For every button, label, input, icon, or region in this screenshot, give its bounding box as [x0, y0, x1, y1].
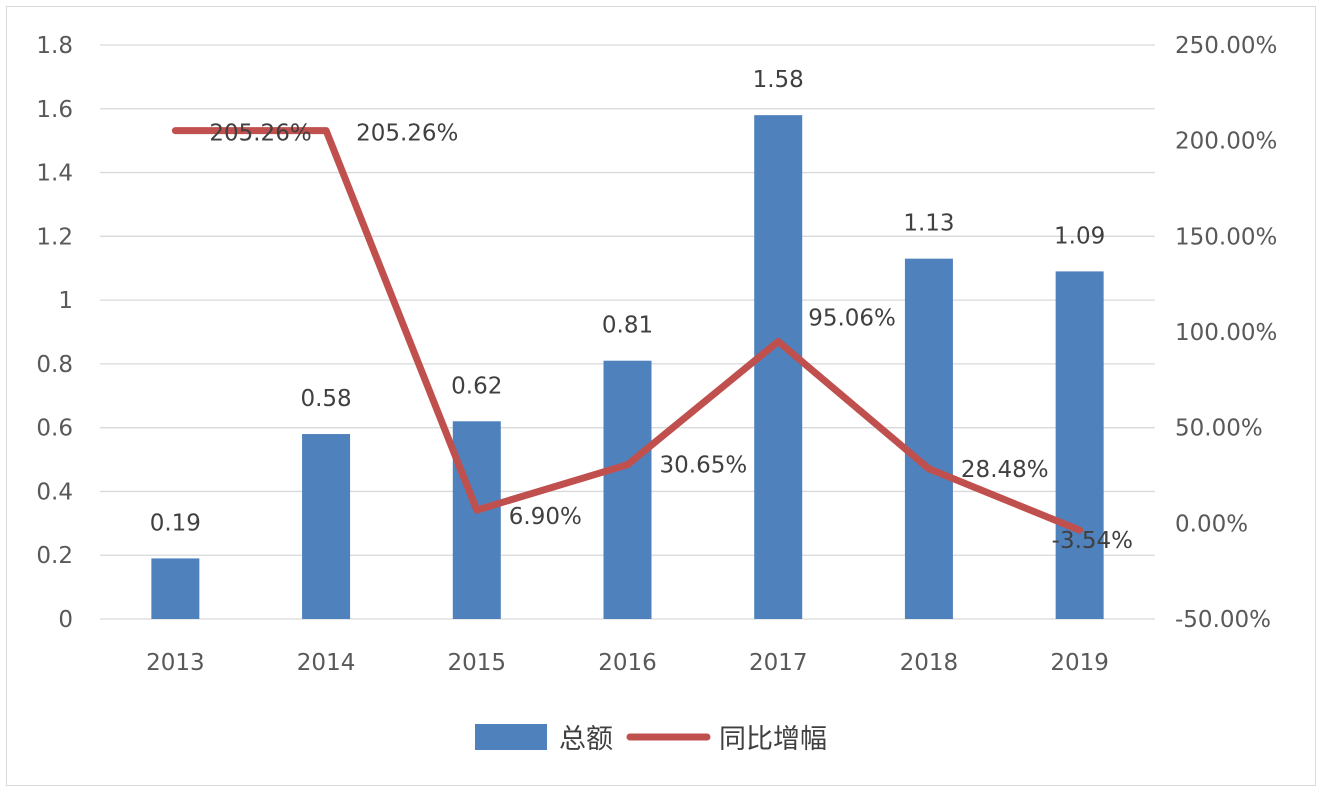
legend-label-bar: 总额 [559, 724, 613, 755]
left-axis-tick-label: 1.2 [36, 224, 73, 250]
chart-area: 0 0.2 0.4 0.6 0.8 1 1.2 1.4 1.6 1.8 -50.00% 0.00% 5… [6, 6, 1316, 786]
left-axis-tick-label: 0.4 [36, 479, 73, 505]
bar-data-label: 1.09 [1054, 223, 1105, 249]
left-axis-tick-label: 1.6 [36, 97, 73, 123]
bar [302, 434, 351, 619]
right-y-axis: -50.00% 0.00% 50.00% 100.00% 150.00% 200.00% 2… [1175, 33, 1277, 633]
bar-data-label: 1.13 [903, 211, 954, 237]
x-axis: 2013 2014 2015 2016 2017 2018 2019 [146, 650, 1109, 676]
line-data-label: 30.65% [660, 453, 748, 479]
bar-data-label: 0.62 [451, 373, 502, 399]
legend: 总额 同比增幅 [475, 724, 827, 755]
line-data-labels: 205.26% 205.26% 6.90% 30.65% 95.06% 28.48% -3.… [209, 121, 1133, 555]
line-data-label: 28.48% [961, 457, 1049, 483]
line-data-label: 205.26% [209, 121, 311, 147]
bar-series [151, 115, 1104, 620]
bar-data-labels: 0.19 0.58 0.62 0.81 1.58 1.13 1.09 [150, 67, 1106, 536]
line-point [626, 463, 629, 466]
left-y-axis: 0 0.2 0.4 0.6 0.8 1 1.2 1.4 1.6 1.8 [36, 33, 73, 633]
x-axis-tick-label: 2015 [448, 650, 507, 676]
line-point [325, 129, 328, 132]
left-axis-tick-label: 1.8 [36, 33, 73, 59]
bar [603, 360, 652, 619]
right-axis-tick-label: 150.00% [1175, 224, 1277, 250]
right-axis-tick-label: 100.00% [1175, 320, 1277, 346]
left-axis-tick-label: 1 [58, 288, 73, 314]
combo-chart: 00.20.40.60.811.21.41.61.8 -50.00%0.00%5… [36, 33, 1277, 755]
right-axis-tick-label: -50.00% [1175, 607, 1271, 633]
right-axis-tick-label: 50.00% [1175, 416, 1263, 442]
right-axis-tick-label: 0.00% [1175, 511, 1248, 537]
line-data-label: -3.54% [1052, 528, 1133, 554]
right-axis-tick-label: 200.00% [1175, 129, 1277, 155]
x-axis-tick-label: 2019 [1050, 650, 1109, 676]
right-axis-tick-label: 250.00% [1175, 33, 1277, 59]
bar [151, 558, 200, 619]
x-axis-tick-label: 2014 [297, 650, 356, 676]
bar-data-label: 0.58 [300, 386, 351, 412]
legend-label-line: 同比增幅 [719, 724, 827, 755]
line-point [777, 340, 780, 343]
left-axis-tick-label: 0.8 [36, 352, 73, 378]
bar-data-label: 0.81 [602, 313, 653, 339]
left-axis-tick-label: 1.4 [36, 161, 73, 187]
line-point [1078, 529, 1081, 532]
x-axis-tick-label: 2018 [900, 650, 959, 676]
line-point [174, 129, 177, 132]
line-series [171, 127, 1084, 534]
bar [754, 115, 803, 620]
x-axis-tick-label: 2013 [146, 650, 205, 676]
bar [452, 421, 501, 619]
line-data-label: 205.26% [356, 121, 458, 147]
left-axis-tick-label: 0.6 [36, 416, 73, 442]
left-axis-tick-label: 0 [58, 607, 73, 633]
line-point [475, 509, 478, 512]
line-data-label: 95.06% [808, 305, 896, 331]
legend-swatch-bar [475, 724, 547, 750]
bar [1055, 271, 1104, 619]
line-data-label: 6.90% [509, 504, 582, 530]
bar-data-label: 0.19 [150, 510, 201, 536]
bar [904, 258, 953, 619]
x-axis-tick-label: 2016 [598, 650, 657, 676]
line-point [927, 467, 930, 470]
bar-data-label: 1.58 [753, 67, 804, 93]
left-axis-tick-label: 0.2 [36, 543, 73, 569]
x-axis-tick-label: 2017 [749, 650, 808, 676]
